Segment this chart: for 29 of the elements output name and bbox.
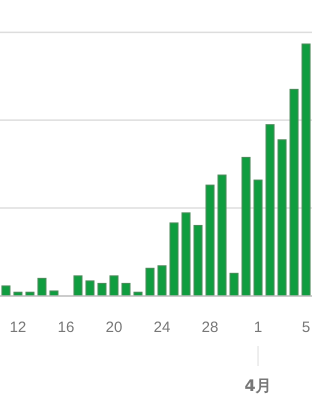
bar: [206, 184, 215, 296]
x-tick-label: 12: [10, 319, 26, 336]
bar: [37, 278, 46, 296]
x-tick-label: 24: [154, 319, 170, 336]
bar: [109, 275, 119, 296]
x-tick-label: 16: [58, 319, 74, 336]
bar: [97, 282, 106, 296]
bar: [302, 44, 311, 296]
bar: [193, 224, 203, 296]
bar: [290, 88, 299, 296]
bar: [278, 139, 287, 296]
bar: [242, 156, 251, 296]
x-tick-label: 20: [106, 319, 122, 336]
annotation: 4月: [244, 376, 272, 395]
bar: [157, 265, 167, 296]
bar: [85, 280, 94, 296]
x-tick-label: 5: [302, 319, 310, 336]
x-tick-label: 1: [254, 319, 262, 336]
bar: [266, 124, 275, 296]
bar: [145, 268, 155, 296]
bar: [121, 282, 131, 296]
bar: [73, 275, 82, 296]
bar: [169, 222, 179, 296]
bar: [1, 285, 10, 296]
x-tick-label: 28: [202, 319, 218, 336]
bar: [254, 180, 263, 296]
bar: [230, 272, 239, 296]
bar: [181, 212, 191, 296]
bar: [218, 174, 227, 296]
